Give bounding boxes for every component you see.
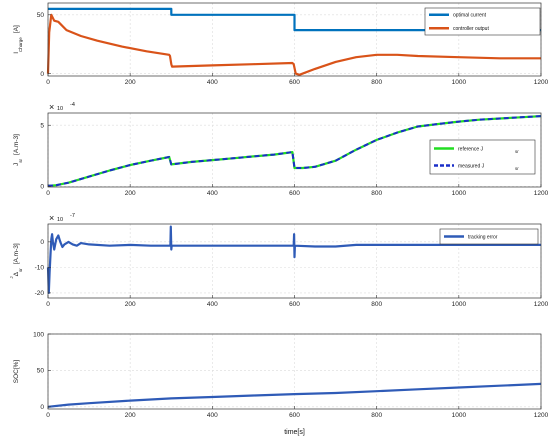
panel3-series-1-line — [46, 225, 541, 294]
panel4-xtick-label: 400 — [207, 412, 218, 419]
panel1-xtick-label: 0 — [46, 79, 50, 86]
panel3-exponent-power: -7 — [70, 213, 75, 219]
panel2-xtick-label: 400 — [207, 190, 218, 197]
panel4-ytick-label: 50 — [37, 368, 45, 375]
panel2-ylabel: Jsr[A.m-3] — [13, 134, 23, 166]
panel3-xtick-label: 800 — [371, 301, 382, 308]
panel1-xtick-label: 600 — [289, 79, 300, 86]
panel3-xtick-label: 600 — [289, 301, 300, 308]
panel3-legend-box — [439, 228, 539, 245]
panel3-xtick-label: 1000 — [452, 301, 467, 308]
panel2-xtick-label: 1200 — [534, 190, 549, 197]
panel4-ytick-label: 100 — [33, 331, 44, 338]
panel4-xtick-label: 600 — [289, 412, 300, 419]
panel1-legend-label-2: controller output — [453, 26, 489, 32]
panel1-xtick-label: 1000 — [452, 79, 467, 86]
panel3-ytick-label: -10 — [35, 265, 45, 272]
panel4-series-1-line — [47, 382, 542, 408]
panel4-xtick-label: 0 — [46, 412, 50, 419]
panel3-xtick-label: 400 — [207, 301, 218, 308]
panel3-legend-label-1: tracking error — [468, 234, 498, 240]
panel1-legend-box — [424, 7, 541, 36]
panel2-ytick-label: 5 — [40, 123, 44, 130]
panel3-xtick-label: 200 — [125, 301, 136, 308]
panel1-series-1-line — [48, 7, 541, 32]
panel2-legend-label-2: measured J — [458, 163, 485, 169]
panel4-xtick-label: 1200 — [534, 412, 549, 419]
panel1-xtick-label: 200 — [125, 79, 136, 86]
panel2-legend-box — [429, 139, 536, 175]
panel4-xtick-label: 200 — [125, 412, 136, 419]
panel1-xtick-label: 400 — [207, 79, 218, 86]
panel1-ytick-label: 50 — [37, 12, 45, 19]
panel2-legend-sub-2: sr — [515, 166, 519, 171]
panel4-ytick-label: 0 — [40, 404, 44, 411]
panel2-xtick-label: 600 — [289, 190, 300, 197]
panel3-exponent-base: 10 — [57, 217, 63, 223]
panel4-xtick-label: 800 — [371, 412, 382, 419]
panel1-ylabel: ICharge[A] — [13, 25, 23, 54]
x-axis-label: time[s] — [284, 429, 305, 436]
panel2-xtick-label: 200 — [125, 190, 136, 197]
panel1-xtick-label: 1200 — [534, 79, 549, 86]
panel2-ytick-label: 0 — [40, 184, 44, 191]
panel2-exponent-base: 10 — [57, 106, 63, 112]
panel2-xtick-label: 1000 — [452, 190, 467, 197]
panel3-ytick-label: 0 — [40, 239, 44, 246]
panel3-xtick-label: 1200 — [534, 301, 549, 308]
panel2-exponent-power: -4 — [70, 102, 75, 108]
panel2-series-1-line — [47, 115, 542, 187]
panel3-xtick-label: 0 — [46, 301, 50, 308]
panel2-legend-label-1: reference J — [458, 146, 484, 152]
panel3-ylabel: JΔsr[A.m-3] — [9, 243, 23, 278]
panel1-series-2-line — [46, 13, 541, 76]
panel4-ylabel: SOC[%] — [13, 360, 20, 384]
panel2-xtick-label: 0 — [46, 190, 50, 197]
panel1-ytick-label: 0 — [40, 71, 44, 78]
panel4-xtick-label: 1000 — [452, 412, 467, 419]
panel2-exponent-times: × — [49, 102, 54, 112]
panel2-xtick-label: 800 — [371, 190, 382, 197]
panel3-exponent-times: × — [49, 213, 54, 223]
panel3-ytick-label: -20 — [35, 290, 45, 297]
panel2-legend-sub-1: sr — [515, 149, 519, 154]
panel1-xtick-label: 800 — [371, 79, 382, 86]
panel1-legend-label-1: optimal current — [453, 13, 487, 19]
